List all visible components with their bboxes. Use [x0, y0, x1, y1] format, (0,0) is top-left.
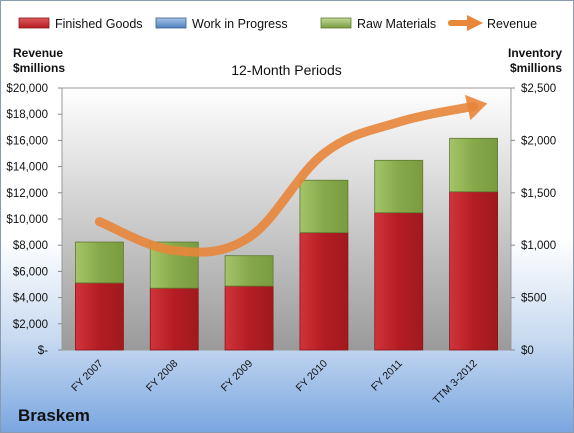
legend-swatch-raw-materials [320, 17, 352, 29]
bar-finished-goods [299, 232, 349, 351]
category-label: FY 2008 [144, 358, 181, 395]
left-tick-label: $10,000 [6, 214, 48, 226]
legend-swatch-finished-goods [18, 17, 50, 29]
legend-label-work-in-progress: Work in Progress [192, 17, 288, 31]
left-tick-label: $2,000 [13, 319, 48, 331]
bar-raw-materials [299, 179, 349, 234]
left-tick-label: $20,000 [6, 83, 48, 95]
bar-finished-goods [374, 212, 424, 351]
left-tick-label: $16,000 [6, 135, 48, 147]
category-label: FY 2009 [219, 358, 256, 395]
legend-swatch-work-in-progress [155, 17, 187, 29]
category-label: TTM 3-2012 [431, 358, 480, 407]
revenue-line [94, 101, 479, 257]
category-label: FY 2010 [294, 358, 331, 395]
left-tick-label: $12,000 [6, 188, 48, 200]
left-axis-title-line1: Revenue [13, 46, 63, 60]
right-tick-label: $1,000 [521, 240, 556, 252]
company-name: Braskem [18, 406, 90, 425]
right-tick-label: $500 [521, 293, 547, 305]
right-axis-title-line1: Inventory [508, 46, 562, 60]
category-label: FY 2011 [369, 358, 405, 394]
left-tick-label: $- [38, 345, 48, 357]
bar-finished-goods [75, 282, 124, 351]
bar-raw-materials [75, 241, 124, 284]
chart-title: 12-Month Periods [231, 62, 342, 78]
bar-raw-materials [224, 255, 274, 287]
plot-area [61, 87, 512, 351]
bar-raw-materials [374, 159, 424, 214]
bar-finished-goods [449, 191, 498, 351]
left-tick-label: $18,000 [6, 109, 48, 121]
right-tick-label: $1,500 [521, 188, 556, 200]
left-tick-label: $6,000 [13, 266, 48, 278]
right-axis-title-line2: $millions [510, 61, 562, 75]
bar-finished-goods [224, 285, 274, 351]
left-tick-label: $4,000 [13, 293, 48, 305]
revenue-arrowhead [465, 94, 488, 121]
legend-label-raw-materials: Raw Materials [357, 17, 436, 31]
bar-finished-goods [149, 287, 199, 351]
left-axis-title-line2: $millions [13, 61, 65, 75]
right-tick-label: $0 [521, 345, 534, 357]
legend-label-finished-goods: Finished Goods [55, 17, 143, 31]
right-tick-label: $2,000 [521, 135, 556, 147]
bar-raw-materials [449, 137, 498, 193]
legend-label-revenue: Revenue [487, 17, 537, 31]
left-tick-label: $14,000 [6, 162, 48, 174]
left-tick-label: $8,000 [13, 240, 48, 252]
category-label: FY 2007 [69, 358, 106, 395]
right-tick-label: $2,500 [521, 83, 556, 95]
legend-arrow-revenue [467, 15, 483, 31]
